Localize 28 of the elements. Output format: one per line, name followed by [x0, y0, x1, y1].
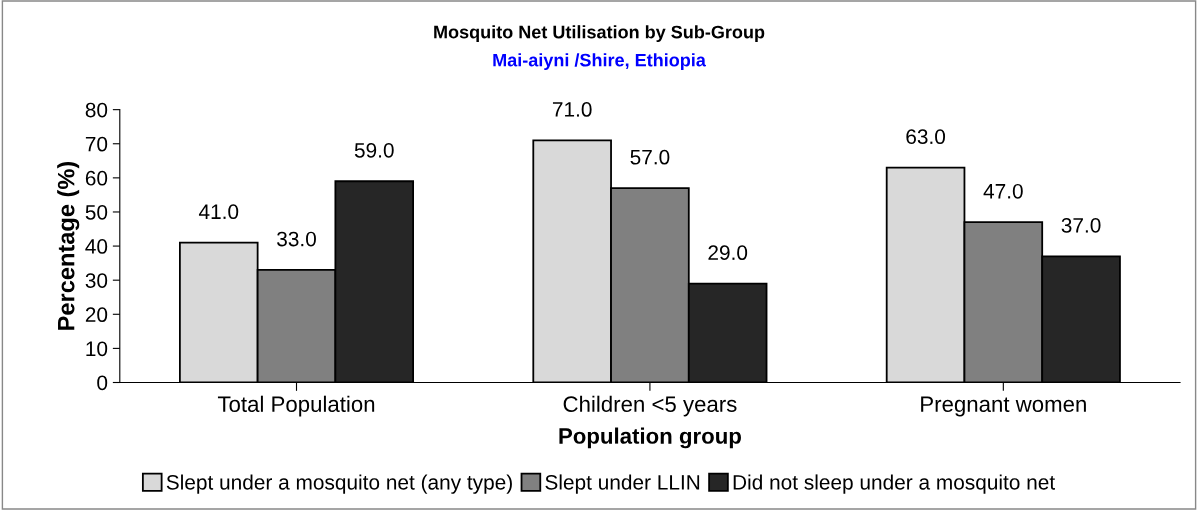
y-tick-label: 50	[85, 204, 108, 220]
legend-label: Did not sleep under a mosquito net	[733, 474, 1055, 494]
y-tick-label: 10	[86, 341, 108, 357]
x-axis-title: Population group	[559, 427, 741, 449]
y-tick-label: 30	[85, 273, 108, 288]
x-tick-label: Children <5 years	[563, 395, 737, 417]
x-tick-label: Total Population	[217, 395, 375, 417]
y-tick-label: 40	[85, 239, 108, 254]
y-axis-title: Percentage (%)	[57, 161, 80, 330]
y-tick-label: 60	[85, 170, 108, 186]
chart-subtitle: Mai-aiyni /Shire, Ethiopia	[493, 53, 706, 71]
legend-label: Slept under LLIN	[545, 474, 700, 494]
chart-title: Mosquito Net Utilisation by Sub-Group	[434, 25, 765, 42]
y-tick-label: 80	[85, 102, 108, 118]
data-label: 41.0	[198, 204, 239, 220]
data-label: 71.0	[552, 102, 592, 117]
y-tick-label: 70	[85, 136, 108, 152]
data-label: 59.0	[354, 142, 394, 158]
data-label: 57.0	[630, 149, 670, 165]
data-label: 33.0	[277, 231, 316, 247]
data-label: 37.0	[1061, 217, 1101, 233]
y-tick-label: 20	[85, 307, 108, 323]
x-tick-label: Pregnant women	[921, 396, 1086, 417]
data-label: 47.0	[983, 183, 1023, 199]
data-label: 63.0	[906, 129, 946, 145]
data-label: 29.0	[708, 245, 748, 261]
legend-label: Slept under a mosquito net (any type)	[166, 474, 512, 494]
y-tick-label: 0	[97, 375, 108, 391]
